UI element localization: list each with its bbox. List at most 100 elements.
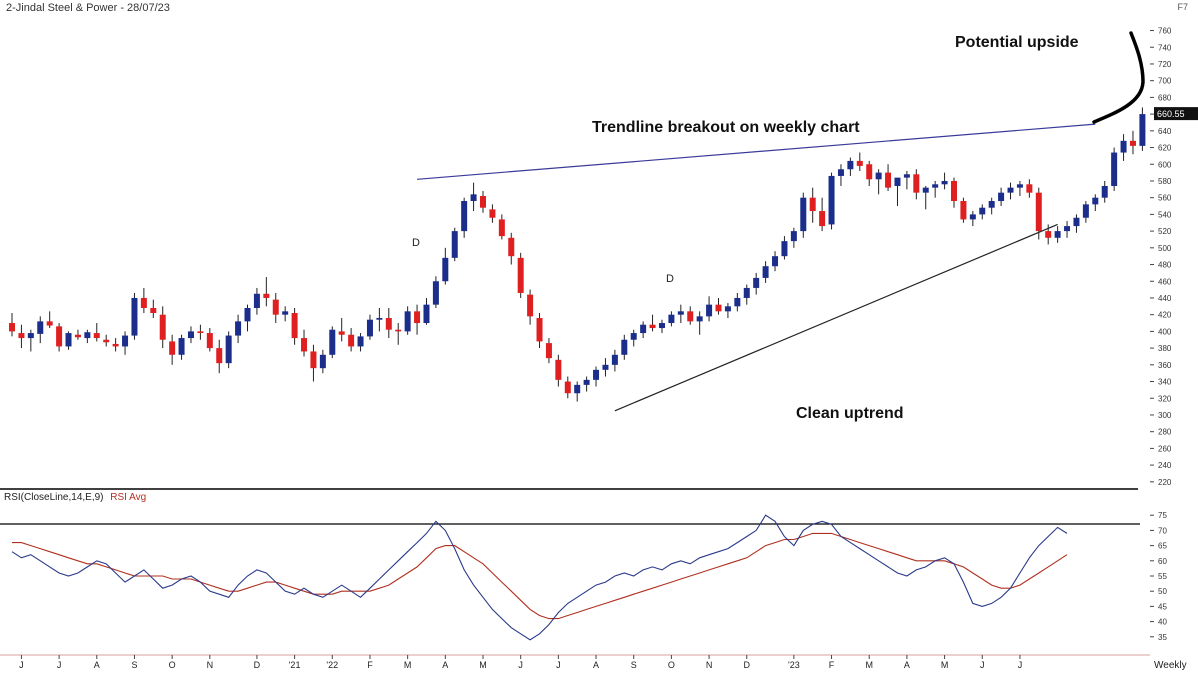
candle-body bbox=[800, 197, 807, 232]
rsi-header-avg: RSI Avg bbox=[110, 492, 146, 503]
candle-body bbox=[103, 339, 110, 343]
candle-body bbox=[998, 192, 1005, 202]
candle-body bbox=[545, 343, 552, 359]
annotation-potential-upside: Potential upside bbox=[955, 34, 1079, 51]
candle-body bbox=[27, 333, 34, 339]
candle-body bbox=[555, 359, 562, 380]
x-tick-label: A bbox=[442, 660, 448, 670]
candle-body bbox=[310, 351, 317, 369]
candle-body bbox=[395, 329, 402, 332]
rsi-header-label: RSI(CloseLine,14,E,9) bbox=[4, 492, 104, 503]
candle-body bbox=[74, 334, 81, 338]
candle-body bbox=[762, 266, 769, 278]
y-tick-label: 620 bbox=[1158, 144, 1172, 153]
candle-body bbox=[658, 323, 665, 329]
signal-mark-1: D bbox=[412, 237, 420, 249]
y-tick-label: 340 bbox=[1158, 378, 1172, 387]
x-tick-label: M bbox=[404, 660, 412, 670]
candle-body bbox=[837, 169, 844, 176]
y-tick-label: 720 bbox=[1158, 60, 1172, 69]
candle-body bbox=[385, 318, 392, 330]
candle-body bbox=[1026, 184, 1033, 193]
x-tick-label: A bbox=[904, 660, 910, 670]
y-tick-label: 760 bbox=[1158, 27, 1172, 36]
candle-body bbox=[461, 201, 468, 232]
y-tick-label: 740 bbox=[1158, 43, 1172, 52]
price-tag-label: 660.55 bbox=[1157, 109, 1185, 119]
rsi-tick-label: 35 bbox=[1158, 633, 1167, 642]
y-tick-label: 280 bbox=[1158, 428, 1172, 437]
candle-body bbox=[677, 311, 684, 315]
candle-body bbox=[593, 369, 600, 380]
candle-body bbox=[480, 196, 486, 208]
y-tick-label: 300 bbox=[1158, 411, 1172, 420]
x-tick-label: D bbox=[254, 660, 261, 670]
candle-body bbox=[37, 321, 44, 334]
candle-body bbox=[1064, 226, 1071, 232]
y-tick-label: 700 bbox=[1158, 77, 1172, 86]
y-tick-label: 220 bbox=[1158, 478, 1172, 487]
rsi-header: RSI(CloseLine,14,E,9) RSI Avg bbox=[4, 492, 146, 503]
candle-body bbox=[753, 277, 760, 288]
candle-body bbox=[150, 307, 157, 314]
candle-body bbox=[18, 333, 25, 339]
candle-body bbox=[706, 304, 713, 317]
candle-body bbox=[649, 324, 656, 329]
x-tick-label: J bbox=[980, 660, 985, 670]
candle-body bbox=[244, 307, 251, 322]
candle-body bbox=[282, 311, 289, 315]
y-tick-label: 440 bbox=[1158, 294, 1172, 303]
candle-body bbox=[253, 293, 260, 308]
candle-body bbox=[517, 257, 524, 293]
x-tick-label: F bbox=[829, 660, 835, 670]
candle-body bbox=[809, 197, 816, 212]
candle-body bbox=[772, 256, 779, 267]
candle-body bbox=[366, 319, 373, 337]
y-tick-label: 680 bbox=[1158, 93, 1172, 102]
candle-body bbox=[969, 214, 976, 220]
candle-body bbox=[1007, 187, 1014, 193]
candle-body bbox=[1139, 114, 1146, 146]
candle-body bbox=[93, 333, 100, 339]
y-tick-label: 560 bbox=[1158, 194, 1172, 203]
y-tick-label: 460 bbox=[1158, 277, 1172, 286]
candle-body bbox=[122, 335, 129, 347]
candle-body bbox=[46, 321, 53, 326]
x-tick-label: A bbox=[593, 660, 599, 670]
x-tick-label: M bbox=[941, 660, 949, 670]
candle-body bbox=[630, 333, 637, 340]
x-tick-label: J bbox=[1018, 660, 1023, 670]
x-tick-label: '23 bbox=[788, 660, 800, 670]
y-tick-label: 640 bbox=[1158, 127, 1172, 136]
candle-body bbox=[687, 311, 694, 322]
candle-body bbox=[781, 241, 788, 257]
rsi-tick-label: 40 bbox=[1158, 618, 1167, 627]
candle-body bbox=[866, 164, 873, 180]
candle-body bbox=[206, 333, 213, 349]
y-tick-label: 600 bbox=[1158, 160, 1172, 169]
candle-body bbox=[574, 384, 581, 394]
annotation-trendline-breakout: Trendline breakout on weekly chart bbox=[592, 119, 860, 136]
candle-body bbox=[903, 174, 910, 178]
rsi-tick-label: 60 bbox=[1158, 557, 1167, 566]
candle-body bbox=[508, 237, 515, 257]
x-tick-label: J bbox=[556, 660, 561, 670]
rsi-tick-label: 55 bbox=[1158, 572, 1167, 581]
candle-body bbox=[527, 294, 534, 317]
x-tick-label: S bbox=[631, 660, 637, 670]
candle-body bbox=[112, 343, 119, 347]
candle-body bbox=[216, 348, 223, 364]
candle-body bbox=[187, 331, 194, 339]
x-tick-label: J bbox=[57, 660, 62, 670]
candle-body bbox=[640, 324, 647, 334]
y-tick-label: 540 bbox=[1158, 210, 1172, 219]
candle-body bbox=[1035, 192, 1042, 232]
x-tick-label: M bbox=[479, 660, 487, 670]
candle-body bbox=[828, 175, 835, 225]
y-tick-label: 580 bbox=[1158, 177, 1172, 186]
candle-body bbox=[131, 297, 138, 336]
candle-body bbox=[932, 184, 939, 188]
candle-body bbox=[376, 318, 383, 320]
candle-body bbox=[1082, 204, 1089, 218]
candle-body bbox=[583, 379, 590, 385]
